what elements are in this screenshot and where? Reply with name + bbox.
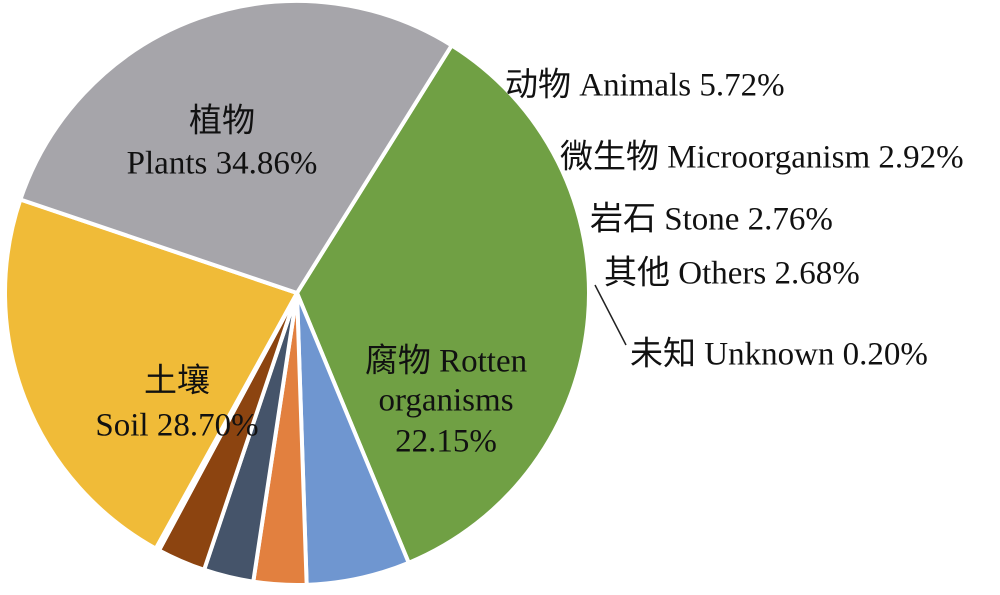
slice-label-soil: Soil 28.70% [95, 408, 258, 444]
slice-label-plants: Plants 34.86% [127, 146, 318, 182]
pie-slice-soil [18, 0, 454, 295]
slice-label-unknown: 未知 Unknown 0.20% [630, 336, 928, 373]
slice-label-microorganism: 微生物 Microorganism 2.92% [560, 139, 964, 176]
slice-label-rotten-organisms: 腐物 Rotten [365, 343, 527, 380]
slice-labels: 植物 Plants 34.86% 动物 Animals 5.72% 微生物 Micro… [95, 67, 963, 460]
pie-slice-plants [295, 43, 591, 565]
leader-line-unknown [594, 284, 627, 346]
leader-lines [594, 284, 627, 346]
slice-label-stone: 岩石 Stone 2.76% [590, 201, 833, 238]
slice-label-rotten-organisms: 22.15% [395, 424, 497, 460]
slice-label-others: 其他 Others 2.68% [604, 255, 860, 292]
slice-label-soil: 土壤 [144, 363, 210, 400]
slice-label-rotten-organisms: organisms [378, 383, 513, 419]
slice-label-plants: 植物 [189, 103, 255, 140]
pie-slice-rotten-organisms [3, 197, 299, 551]
pie-slices [3, 0, 591, 587]
slice-label-animals: 动物 Animals 5.72% [505, 67, 785, 104]
